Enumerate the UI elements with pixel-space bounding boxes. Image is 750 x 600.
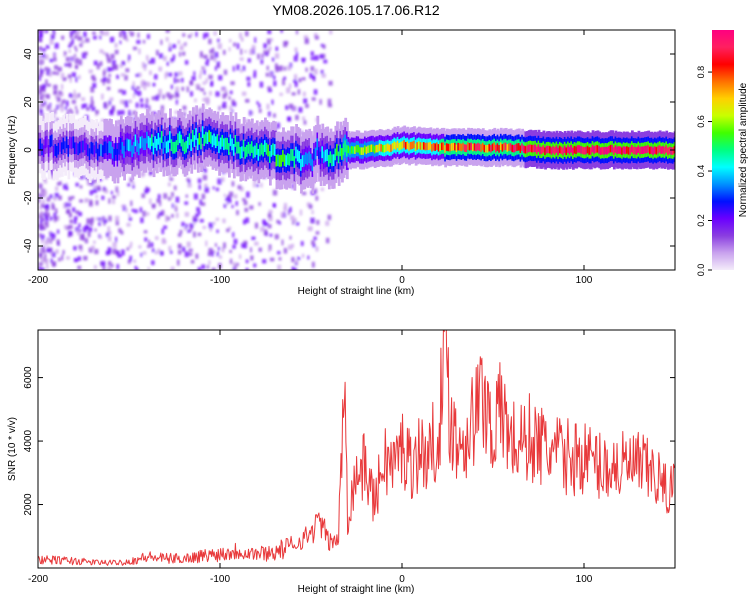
x-tick-label: 100 <box>576 574 593 585</box>
snr-x-ticks: -200 -100 0 100 <box>28 330 593 585</box>
snr-y-axis-label: SNR (10 * v/v) <box>7 417 18 481</box>
x-tick-label: 100 <box>576 275 593 286</box>
colorbar: 0.0 0.2 0.4 0.6 0.8 Normalized spectral ampl… <box>696 30 749 276</box>
spectrogram-y-axis-label: Frequency (Hz) <box>7 116 18 185</box>
y-tick-label: -40 <box>23 238 34 253</box>
y-tick-label: 2000 <box>23 493 34 516</box>
x-tick-label: -100 <box>210 275 230 286</box>
y-tick-label: 6000 <box>23 366 34 389</box>
x-tick-label: 0 <box>399 275 405 286</box>
colorbar-ticks: 0.0 0.2 0.4 0.6 0.8 <box>696 66 712 276</box>
colorbar-gradient <box>712 30 734 270</box>
snr-series-line <box>38 330 675 566</box>
x-tick-label: -200 <box>28 574 48 585</box>
x-tick-label: 0 <box>399 574 405 585</box>
y-tick-label: 40 <box>23 48 34 60</box>
colorbar-tick-label: 0.8 <box>696 66 706 79</box>
colorbar-tick-label: 0.0 <box>696 264 706 277</box>
colorbar-tick-label: 0.6 <box>696 115 706 128</box>
spectrogram-heatmap <box>38 30 675 270</box>
snr-x-axis-label: Height of straight line (km) <box>298 584 415 595</box>
snr-y-ticks: 2000 4000 6000 <box>23 366 675 516</box>
spectrogram-y-ticks: -40 -20 0 20 40 <box>23 48 675 253</box>
spectrogram-x-axis-label: Height of straight line (km) <box>298 286 415 297</box>
snr-frame <box>37 329 676 569</box>
spectrogram-ridge <box>38 103 675 194</box>
y-tick-label: 20 <box>23 96 34 108</box>
y-tick-label: 0 <box>23 147 34 153</box>
snr-panel: -200 -100 0 100 2000 4000 6000 Height of stra… <box>7 329 676 595</box>
x-tick-label: -100 <box>210 574 230 585</box>
colorbar-label: Normalized spectral amplitude <box>738 82 749 217</box>
y-tick-label: 4000 <box>23 430 34 453</box>
colorbar-tick-label: 0.2 <box>696 214 706 227</box>
spectrogram-x-ticks: -200 -100 0 100 <box>28 30 593 286</box>
y-tick-label: -20 <box>23 190 34 205</box>
figure-title: YM08.2026.105.17.06.R12 <box>272 2 440 18</box>
colorbar-tick-label: 0.4 <box>696 165 706 178</box>
x-tick-label: -200 <box>28 275 48 286</box>
